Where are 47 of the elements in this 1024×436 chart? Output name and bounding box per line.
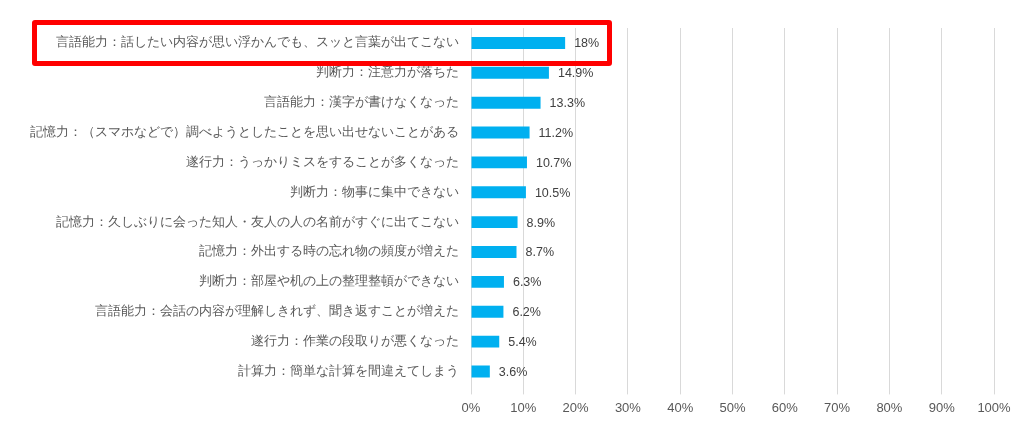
y-tick-label: 記憶力：久しぶりに会った知人・友人の人の名前がすぐに出てこない: [56, 213, 459, 229]
data-label: 14.9%: [557, 66, 594, 81]
y-tick-label: 記憶力：外出する時の忘れ物の頻度が増えた: [199, 243, 459, 259]
y-tick-label: 計算力：簡単な計算を間違えてしまう: [238, 362, 459, 378]
y-tick-label: 言語能力：漢字が書けなくなった: [264, 94, 459, 110]
data-label: 10.7%: [535, 155, 572, 170]
data-label: 18%: [574, 36, 600, 51]
y-tick-label: 言語能力：話したい内容が思い浮かんでも、スッと言葉が出てこない: [56, 34, 459, 50]
y-tick-label: 判断力：部屋や机の上の整理整頓ができない: [199, 273, 459, 289]
x-tick-label: 40%: [667, 399, 694, 415]
bar: [471, 186, 526, 199]
data-label: 13.3%: [549, 96, 586, 111]
x-tick-label: 80%: [876, 399, 903, 415]
y-tick-label: 判断力：物事に集中できない: [290, 183, 459, 199]
bar: [471, 305, 504, 318]
data-label: 11.2%: [538, 125, 574, 140]
bar: [471, 126, 530, 139]
x-tick-label: 100%: [977, 399, 1012, 415]
x-tick-label: 30%: [614, 399, 642, 415]
data-label: 6.2%: [512, 305, 541, 320]
bar: [471, 66, 549, 79]
bar: [471, 36, 566, 49]
data-label: 3.6%: [498, 364, 528, 379]
bar: [471, 365, 490, 378]
x-tick-label: 20%: [562, 399, 590, 415]
data-label: 8.7%: [525, 245, 554, 260]
data-label: 5.4%: [508, 335, 537, 350]
bar: [471, 96, 541, 109]
bar: [471, 335, 500, 348]
x-tick-label: 70%: [824, 399, 851, 415]
data-label: 6.3%: [512, 275, 542, 290]
y-tick-label: 遂行力：作業の段取りが悪くなった: [251, 332, 459, 348]
bar: [471, 246, 517, 258]
x-tick-label: 90%: [928, 399, 956, 415]
x-tick-label: 50%: [719, 399, 746, 415]
y-tick-label: 遂行力：うっかりミスをすることが多くなった: [186, 153, 459, 169]
bar: [471, 216, 518, 229]
x-tick-label: 10%: [510, 399, 537, 415]
bar: [471, 275, 504, 288]
y-tick-label: 判断力：注意力が落ちた: [316, 64, 459, 80]
data-label: 8.9%: [526, 215, 556, 230]
bar: [471, 156, 527, 169]
data-label: 10.5%: [534, 185, 571, 200]
x-tick-label: 60%: [771, 399, 799, 415]
y-tick-label: 記憶力：（スマホなどで）調べようとしたことを思い出せないことがある: [30, 123, 459, 139]
x-tick-label: 0%: [461, 399, 481, 415]
y-tick-label: 言語能力：会話の内容が理解しきれず、聞き返すことが増えた: [95, 303, 459, 319]
